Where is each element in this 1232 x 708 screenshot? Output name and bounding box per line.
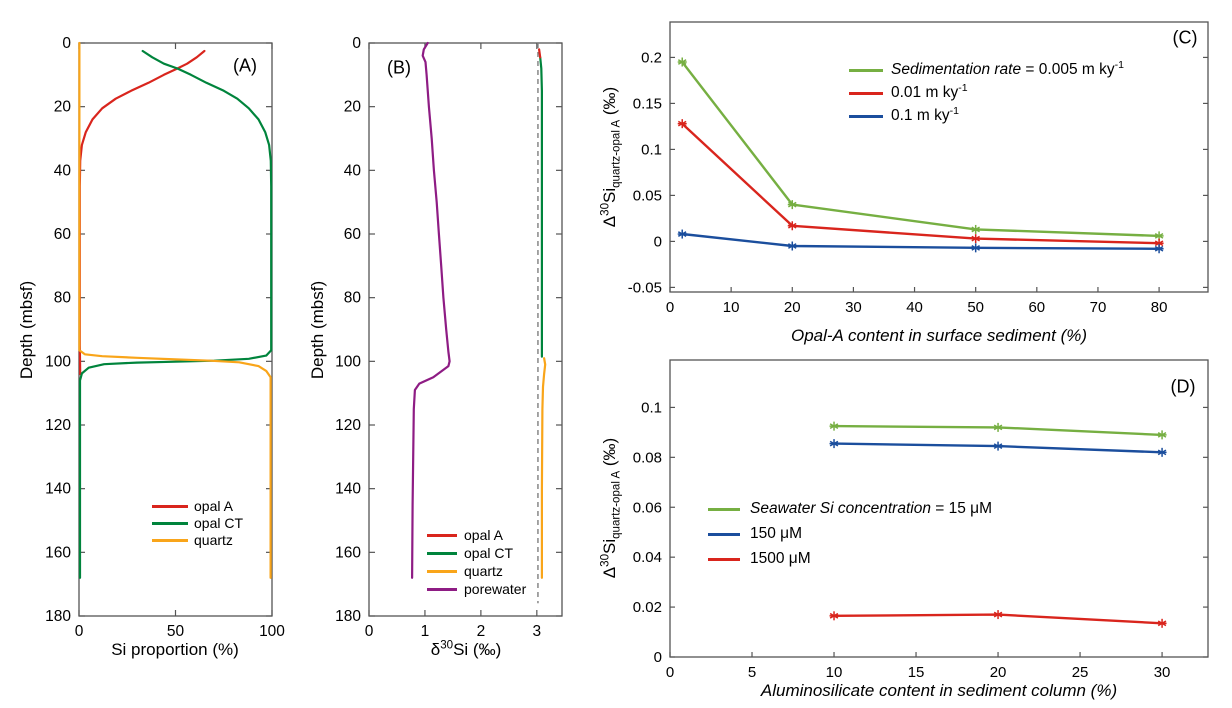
series-line-0-01-m-ky-1 (681, 122, 1161, 245)
x-tick-label: 50 (167, 623, 185, 640)
series-line-opal-ct (539, 56, 544, 358)
panel-a-letter: (A) (233, 55, 257, 76)
x-tick-label: 0 (666, 299, 674, 316)
y-tick-label: -0.05 (628, 279, 662, 296)
series-line-sedimentation-rate-0-005-m-ky-1 (681, 60, 1161, 238)
series-line-quartz (78, 41, 272, 579)
x-tick-label: 25 (1072, 664, 1089, 681)
y-tick-label: 0 (654, 649, 662, 666)
label-part: δ (430, 640, 441, 659)
label-part: Si (600, 538, 619, 555)
label-part: quartz-opal A (610, 470, 623, 539)
axes-box (669, 359, 1209, 658)
y-tick-label: 180 (45, 608, 71, 625)
y-tick-label: 0 (352, 35, 361, 52)
panel-a-x-axis-title: Si proportion (%) (111, 640, 239, 659)
y-tick-label: 0.1 (641, 399, 662, 416)
y-tick-label: 40 (344, 162, 362, 179)
series-line-opal-a (537, 48, 542, 59)
y-tick-label: 60 (344, 226, 362, 243)
x-tick-label: 30 (845, 299, 862, 316)
label-part: 30 (599, 554, 612, 567)
x-tick-label: 0 (75, 623, 84, 640)
x-tick-label: 100 (259, 623, 285, 640)
y-tick-label: 0 (62, 35, 71, 52)
panel-c-x-axis-title: Opal-A content in surface sediment (%) (790, 326, 1088, 345)
y-tick-label: 0.02 (633, 599, 662, 616)
y-tick-label: 20 (54, 99, 72, 116)
x-tick-label: 40 (906, 299, 923, 316)
x-tick-label: 30 (1154, 664, 1171, 681)
y-tick-label: 160 (45, 544, 71, 561)
axes-box (669, 21, 1209, 293)
series-line-opal-ct (78, 49, 273, 579)
x-tick-label: 0 (365, 623, 374, 640)
panel-c-letter: (C) (1172, 27, 1198, 48)
y-tick-label: 20 (344, 99, 362, 116)
label-part: 30 (440, 639, 454, 652)
x-tick-label: 15 (908, 664, 925, 681)
x-tick-label: 50 (967, 299, 984, 316)
axes-box (368, 42, 563, 617)
y-tick-label: 0.1 (641, 141, 662, 158)
x-tick-label: 3 (533, 623, 542, 640)
y-tick-label: 80 (344, 290, 362, 307)
y-tick-label: 0.08 (633, 449, 662, 466)
y-tick-label: 100 (45, 353, 71, 370)
series-line-0-1-m-ky-1 (681, 232, 1161, 251)
panel-b-letter: (B) (387, 57, 411, 78)
x-tick-label: 20 (990, 664, 1007, 681)
label-part: Δ (600, 566, 619, 579)
panel-d-y-axis-title: Δ30Siquartz-opal A (‰) (599, 437, 623, 579)
panel-d-letter: (D) (1170, 376, 1196, 397)
x-tick-label: 60 (1028, 299, 1045, 316)
x-tick-label: 10 (826, 664, 843, 681)
y-tick-label: 40 (54, 162, 72, 179)
label-part: Si (‰) (453, 640, 502, 659)
x-tick-label: 0 (666, 664, 674, 681)
y-tick-label: 160 (335, 544, 361, 561)
x-tick-label: 10 (723, 299, 740, 316)
y-tick-label: 0.06 (633, 499, 662, 516)
label-part: (‰) (600, 437, 619, 471)
y-tick-label: 100 (335, 353, 361, 370)
y-tick-label: 140 (335, 481, 361, 498)
y-tick-label: 0.2 (641, 49, 662, 66)
y-tick-label: 0.05 (633, 187, 662, 204)
series-line-quartz (540, 357, 547, 579)
x-tick-label: 20 (784, 299, 801, 316)
y-tick-label: 120 (45, 417, 71, 434)
y-tick-label: 80 (54, 290, 72, 307)
x-tick-label: 1 (421, 623, 430, 640)
y-tick-label: 0.04 (633, 549, 662, 566)
x-tick-label: 5 (748, 664, 756, 681)
y-tick-label: 180 (335, 608, 361, 625)
x-tick-label: 80 (1151, 299, 1168, 316)
panel-d-x-axis-title: Aluminosilicate content in sediment colu… (760, 681, 1118, 700)
y-tick-label: 120 (335, 417, 361, 434)
panel-b-x-axis-title: δ30Si (‰) (431, 640, 501, 660)
y-tick-label: 140 (45, 481, 71, 498)
y-tick-label: 60 (54, 226, 72, 243)
x-tick-label: 2 (477, 623, 486, 640)
y-tick-label: 0.15 (633, 95, 662, 112)
x-tick-label: 70 (1090, 299, 1107, 316)
y-tick-label: 0 (654, 233, 662, 250)
series-line-porewater (411, 41, 451, 579)
